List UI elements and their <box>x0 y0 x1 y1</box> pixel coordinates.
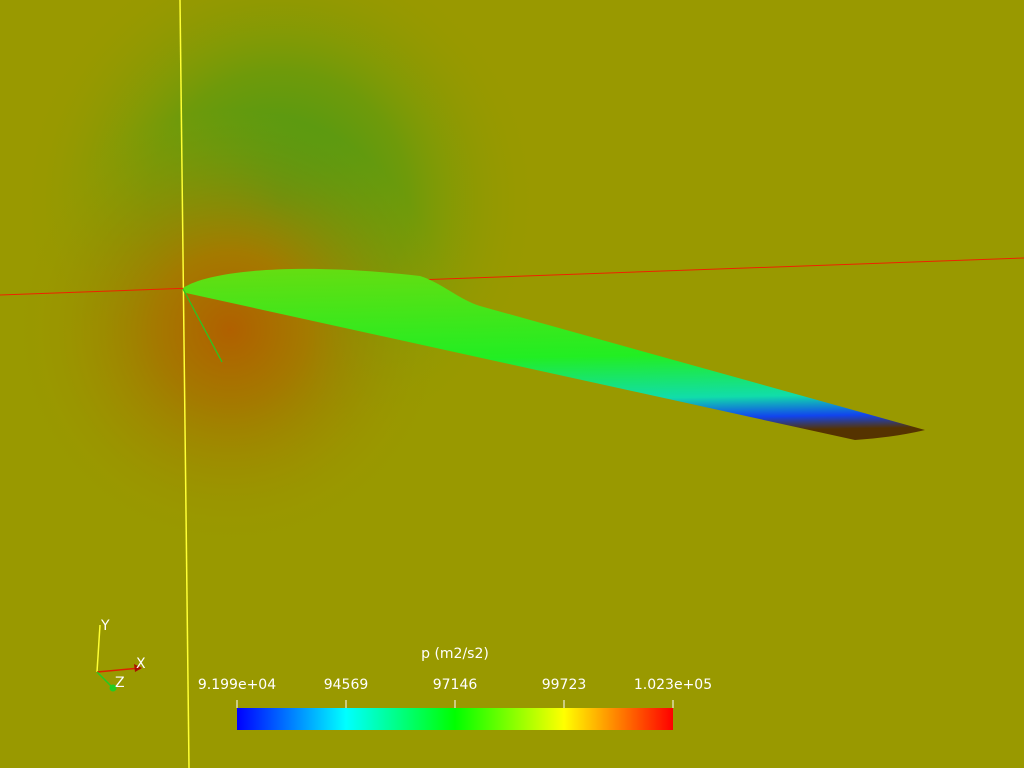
color-legend: p (m2/s2) 9.199e+04 94569 97146 99723 1.023e… <box>198 646 712 730</box>
orientation-axes: Y X Z <box>96 618 146 692</box>
colorbar-tick-label: 94569 <box>324 677 369 693</box>
colorbar-tick-label: 1.023e+05 <box>634 677 712 693</box>
orient-y <box>96 624 101 673</box>
wing-surface <box>183 268 925 440</box>
orient-y-label: Y <box>100 618 110 634</box>
colorbar-title: p (m2/s2) <box>421 646 489 662</box>
colorbar-tick-label: 99723 <box>542 677 587 693</box>
z-axis-line <box>182 288 223 363</box>
colorbar-tick-label: 9.199e+04 <box>198 677 276 693</box>
orient-x-tip <box>134 664 142 672</box>
orient-z-tip <box>109 684 117 692</box>
orient-x <box>96 667 141 673</box>
colorbar <box>237 708 673 730</box>
orient-x-label: X <box>136 656 146 672</box>
colorbar-tick-label: 97146 <box>433 677 478 693</box>
orient-z-label: Z <box>115 675 125 691</box>
x-axis-line <box>0 257 1024 296</box>
orient-z <box>96 671 114 689</box>
y-axis-line <box>179 0 190 768</box>
